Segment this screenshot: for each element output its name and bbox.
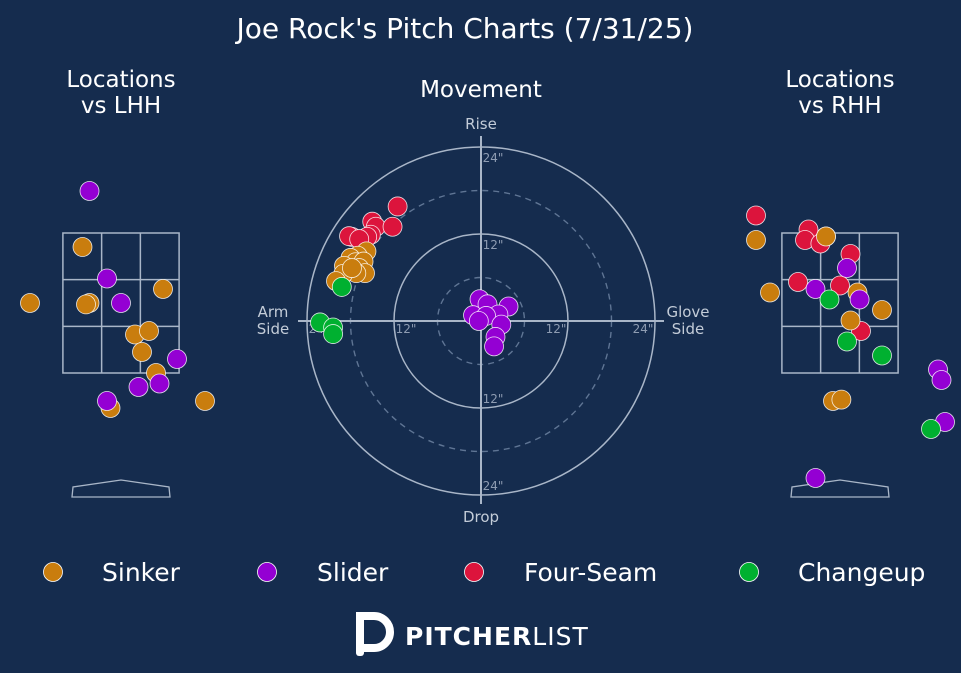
movement-ring-label-12: 12" — [396, 322, 417, 336]
movement-title-line-1: Movement — [420, 77, 542, 103]
pitcherlist-brand: PITCHERLIST — [356, 612, 589, 656]
pitcherlist-p-logo — [356, 612, 394, 656]
movement-point-slider — [484, 336, 504, 357]
movement-ring-label-24: 24" — [633, 322, 654, 336]
legend-label-changeup: Changeup — [798, 558, 925, 587]
lhh-point-sinker — [132, 342, 152, 362]
lhh-title-line-2: vs LHH — [81, 93, 161, 119]
rhh-points — [746, 205, 955, 488]
rhh-point-changeup — [921, 419, 941, 439]
legend-label-slider: Slider — [317, 558, 389, 587]
lhh-point-sinker — [20, 293, 40, 313]
movement-axis-glove-side-line-1: Glove — [666, 303, 709, 321]
movement-panel: Movement12"12"12"12"24"24"24"24"RiseDrop… — [257, 77, 710, 526]
movement-point-sinker — [342, 258, 362, 278]
lhh-point-slider — [111, 293, 131, 313]
rhh-point-sinker — [831, 389, 852, 410]
rhh-title-line-2: vs RHH — [798, 93, 881, 119]
rhh-point-slider — [805, 468, 826, 488]
movement-point-four-seam — [387, 196, 408, 217]
svg-text:PITCHERLIST: PITCHERLIST — [405, 622, 589, 651]
lhh-home-plate — [71, 479, 171, 498]
lhh-point-sinker — [76, 294, 96, 315]
brand-bold-text: PITCHER — [405, 622, 532, 651]
brand-light-text: LIST — [532, 622, 588, 651]
legend-marker-slider — [257, 562, 277, 582]
lhh-point-sinker — [139, 321, 159, 341]
rhh-point-sinker — [746, 230, 766, 250]
movement-point-four-seam — [382, 216, 403, 237]
lhh-point-slider — [97, 391, 117, 411]
movement-axis-arm-side-line-1: Arm — [258, 303, 289, 321]
rhh-point-changeup — [819, 289, 840, 310]
movement-axis-arm-side-line-2: Side — [257, 320, 289, 338]
legend-label-four-seam: Four-Seam — [524, 558, 657, 587]
movement-point-changeup — [331, 277, 352, 297]
lhh-point-sinker — [153, 279, 173, 299]
movement-axis-rise: Rise — [465, 115, 497, 133]
rhh-strike-zone — [781, 232, 899, 374]
legend-marker-sinker — [43, 562, 63, 582]
chart-title: Joe Rock's Pitch Charts (7/31/25) — [235, 12, 694, 45]
lhh-point-sinker — [72, 237, 93, 257]
movement-axis-drop: Drop — [463, 508, 499, 526]
legend: Sinker Slider Four-Seam Changeup — [43, 558, 925, 587]
lhh-strike-zone — [62, 232, 180, 374]
movement-point-slider — [468, 311, 489, 331]
movement-ring-label-12: 12" — [546, 322, 567, 336]
rhh-point-sinker — [840, 310, 861, 331]
lhh-point-sinker — [195, 391, 215, 411]
rhh-point-sinker — [872, 300, 892, 320]
movement-axis-glove-side-line-2: Side — [672, 320, 704, 338]
legend-label-sinker: Sinker — [102, 558, 181, 587]
rhh-title-line-1: Locations — [785, 67, 894, 93]
movement-ring-label-24: 24" — [483, 151, 504, 165]
legend-marker-changeup — [739, 562, 759, 582]
rhh-home-plate — [790, 479, 890, 498]
movement-point-changeup — [323, 324, 344, 344]
movement-points — [310, 196, 519, 357]
legend-marker-four-seam — [464, 562, 484, 582]
lhh-points — [20, 181, 215, 418]
lhh-point-slider — [149, 373, 170, 394]
rhh-point-four-seam — [746, 205, 766, 226]
rhh-point-slider — [805, 279, 826, 299]
movement-ring-label-12: 12" — [483, 238, 504, 252]
rhh-point-four-seam — [830, 275, 850, 296]
rhh-point-changeup — [837, 331, 857, 352]
lhh-point-slider — [79, 181, 100, 201]
rhh-point-changeup — [872, 345, 892, 366]
rhh-point-slider — [849, 289, 870, 310]
rhh-point-four-seam — [788, 272, 808, 292]
lhh-point-slider — [167, 349, 187, 369]
lhh-title-line-1: Locations — [66, 67, 175, 93]
movement-ring-label-12: 12" — [483, 392, 504, 406]
rhh-point-slider — [931, 370, 952, 390]
movement-ring-label-24: 24" — [483, 479, 504, 493]
lhh-point-slider — [97, 268, 117, 289]
lhh-point-slider — [128, 377, 149, 397]
rhh-point-sinker — [760, 282, 780, 303]
rhh-point-sinker — [816, 226, 836, 247]
rhh-point-slider — [837, 258, 857, 278]
